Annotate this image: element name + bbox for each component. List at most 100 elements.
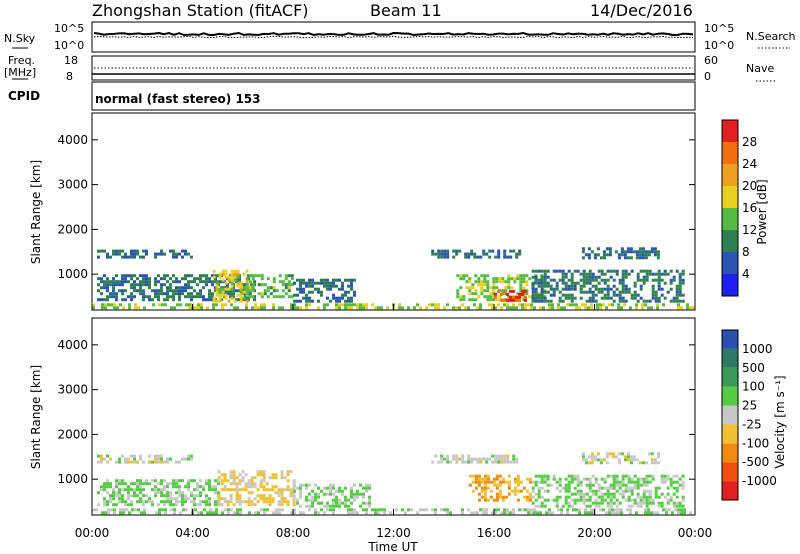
echo-cell xyxy=(654,492,658,496)
colorbar-swatch xyxy=(722,120,738,142)
echo-cell xyxy=(621,290,625,294)
echo-cell xyxy=(677,303,680,307)
echo-cell xyxy=(257,292,261,296)
echo-cell xyxy=(579,489,583,493)
echo-cell xyxy=(115,494,118,498)
echo-cell xyxy=(289,488,293,492)
echo-cell xyxy=(618,299,622,303)
echo-cell xyxy=(136,252,139,256)
echo-cell xyxy=(182,508,185,512)
echo-cell xyxy=(581,458,585,462)
echo-cell xyxy=(299,483,302,487)
echo-cell xyxy=(482,249,486,253)
echo-cell xyxy=(522,295,526,299)
echo-cell xyxy=(247,485,251,489)
echo-cell xyxy=(338,278,341,282)
echo-cell xyxy=(509,306,512,310)
echo-cell xyxy=(278,508,281,512)
echo-cell xyxy=(497,460,501,464)
echo-cell xyxy=(332,501,335,505)
echo-cell xyxy=(139,255,142,259)
echo-cell xyxy=(341,293,344,297)
echo-cell xyxy=(200,511,203,515)
echo-cell xyxy=(136,283,139,287)
echo-cell xyxy=(148,295,151,299)
echo-cell xyxy=(311,290,314,294)
echo-cell xyxy=(127,491,130,495)
echo-cell xyxy=(480,292,484,296)
echo-cell xyxy=(618,480,622,484)
echo-cell xyxy=(651,474,655,478)
echo-cell xyxy=(362,495,365,499)
echo-cell xyxy=(486,474,490,478)
echo-cell xyxy=(208,295,211,299)
echo-region xyxy=(494,289,527,302)
echo-cell xyxy=(588,480,592,484)
echo-cell xyxy=(620,508,623,512)
echo-cell xyxy=(512,306,515,310)
echo-cell xyxy=(594,299,598,303)
echo-cell xyxy=(217,274,220,278)
cpid-text: normal (fast stereo) 153 xyxy=(95,92,261,106)
echo-cell xyxy=(101,306,104,310)
echo-cell xyxy=(482,508,485,512)
echo-cell xyxy=(456,274,460,278)
echo-cell xyxy=(474,477,478,481)
echo-cell xyxy=(233,299,237,303)
echo-cell xyxy=(515,457,519,461)
echo-cell xyxy=(113,306,116,310)
echo-cell xyxy=(624,299,628,303)
echo-cell xyxy=(483,280,487,284)
echo-cell xyxy=(509,249,513,253)
echo-cell xyxy=(686,303,689,307)
echo-cell xyxy=(139,274,142,278)
echo-cell xyxy=(588,495,592,499)
echo-cell xyxy=(139,479,142,483)
echo-cell xyxy=(587,247,591,251)
echo-cell xyxy=(247,500,251,504)
echo-cell xyxy=(220,488,224,492)
echo-cell xyxy=(506,457,510,461)
echo-cell xyxy=(356,489,359,493)
echo-cell xyxy=(136,249,139,253)
echo-cell xyxy=(112,292,115,296)
echo-cell xyxy=(172,479,175,483)
echo-cell xyxy=(672,278,676,282)
echo-cell xyxy=(630,477,634,481)
echo-cell xyxy=(166,274,169,278)
echo-cell xyxy=(461,457,465,461)
echo-cell xyxy=(428,303,431,307)
echo-cell xyxy=(596,303,599,307)
echo-cell xyxy=(654,486,658,490)
echo-cell xyxy=(187,488,190,492)
echo-cell xyxy=(528,480,532,484)
echo-cell xyxy=(597,290,601,294)
echo-cell xyxy=(277,491,281,495)
echo-cell xyxy=(163,488,166,492)
echo-cell xyxy=(675,287,679,291)
echo-cell xyxy=(549,284,553,288)
echo-cell xyxy=(528,477,532,481)
echo-cell xyxy=(356,303,359,307)
echo-cell xyxy=(223,473,227,477)
echo-cell xyxy=(205,283,208,287)
echo-cell xyxy=(606,486,610,490)
echo-cell xyxy=(142,283,145,287)
echo-cell xyxy=(636,278,640,282)
echo-cell xyxy=(633,501,637,505)
echo-cell xyxy=(166,289,169,293)
echo-region xyxy=(212,269,249,303)
beam-title: Beam 11 xyxy=(370,1,442,20)
echo-cell xyxy=(488,255,492,259)
echo-cell xyxy=(280,470,284,474)
echo-cell xyxy=(115,460,118,464)
echo-cell xyxy=(296,293,299,297)
echo-cell xyxy=(251,277,255,281)
echo-cell xyxy=(133,280,136,284)
echo-cell xyxy=(561,269,565,273)
echo-cell xyxy=(506,454,510,458)
echo-cell xyxy=(537,281,541,285)
echo-cell xyxy=(253,476,257,480)
echo-cell xyxy=(97,491,100,495)
echo-cell xyxy=(211,295,214,299)
